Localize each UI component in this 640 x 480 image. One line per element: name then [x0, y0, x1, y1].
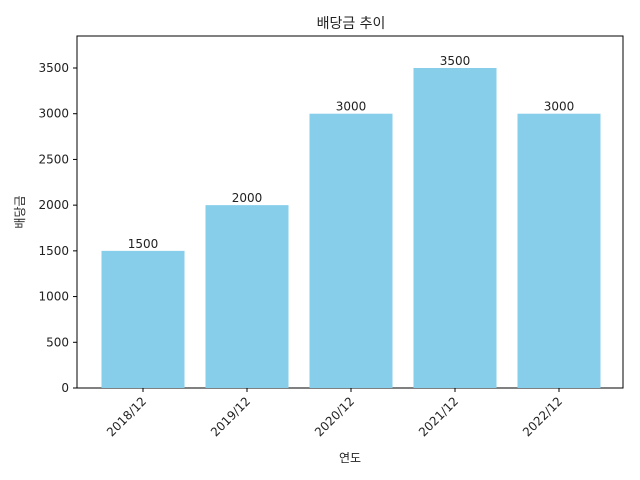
y-tick-label: 3500: [38, 61, 69, 75]
x-tick-label: 2019/12: [208, 394, 253, 439]
y-tick-label: 500: [46, 335, 69, 349]
y-tick-label: 2000: [38, 198, 69, 212]
y-tick-label: 1000: [38, 290, 69, 304]
data-label-2022-12: 3000: [544, 100, 575, 114]
y-axis-title: 배당금: [13, 195, 27, 228]
bar-2018-12: [101, 250, 185, 388]
x-axis: 2018/12 2019/12 2020/12 2021/12 2022/12: [104, 388, 565, 439]
chart-title: 배당금 추이: [317, 16, 386, 32]
x-tick-label: 2021/12: [416, 394, 461, 439]
data-label-2018-12: 1500: [128, 237, 159, 251]
data-label-2021-12: 3500: [440, 54, 471, 68]
y-tick-label: 2500: [38, 152, 69, 166]
y-axis: 0 500 1000 1500 2000 2500 3000 3500: [38, 61, 77, 395]
plot-area: 1500 2000 3000 3500 3000 0 500 1000 1500 2000 250…: [38, 35, 624, 439]
bar-data-labels: 1500 2000 3000 3500 3000: [128, 54, 575, 251]
bar-2021-12: [413, 68, 497, 388]
bar-2019-12: [205, 205, 289, 388]
y-tick-label: 0: [61, 381, 69, 395]
bar-2020-12: [309, 113, 393, 389]
y-tick-label: 3000: [38, 107, 69, 121]
x-tick-label: 2018/12: [104, 394, 149, 439]
x-tick-label: 2022/12: [520, 394, 565, 439]
x-tick-label: 2020/12: [312, 394, 357, 439]
bar-2022-12: [517, 113, 601, 389]
y-tick-label: 1500: [38, 244, 69, 258]
bar-series: [101, 68, 601, 389]
data-label-2019-12: 2000: [232, 191, 263, 205]
data-label-2020-12: 3000: [336, 100, 367, 114]
x-axis-title: 연도: [339, 451, 361, 465]
